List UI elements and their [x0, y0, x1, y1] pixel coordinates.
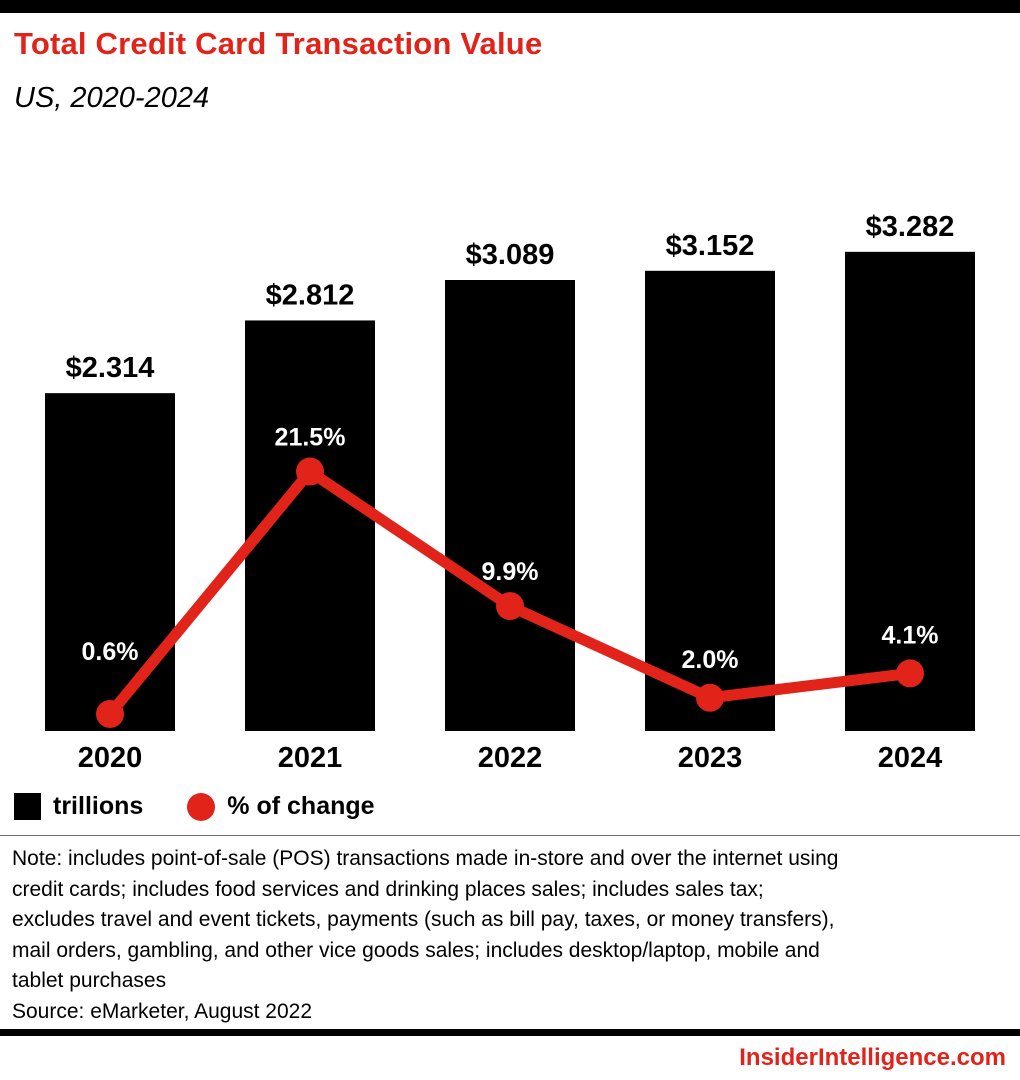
- line-point-label: 21.5%: [275, 424, 346, 452]
- line-point: [896, 659, 924, 688]
- page-title: Total Credit Card Transaction Value: [14, 26, 543, 61]
- x-axis-label: 2024: [878, 742, 943, 774]
- note-text: Note: includes point-of-sale (POS) trans…: [12, 844, 1012, 997]
- bar: [845, 251, 975, 731]
- x-axis-label: 2023: [678, 742, 743, 774]
- bar-line-chart: $2.314 2020 $2.812 2021 $3.089 2022 $3.152 2023…: [0, 178, 1020, 778]
- bar-value-label: $3.282: [866, 211, 955, 243]
- divider-thin: [0, 835, 1020, 836]
- line-point: [496, 592, 524, 621]
- note-line: excludes travel and event tickets, payme…: [12, 908, 835, 931]
- bar: [45, 393, 175, 731]
- bar: [645, 270, 775, 731]
- x-axis-label: 2022: [478, 742, 543, 774]
- legend: trillions % of change: [14, 792, 375, 821]
- top-black-bar: [0, 0, 1020, 13]
- branding-text: InsiderIntelligence.com: [739, 1044, 1006, 1071]
- bar: [445, 280, 575, 731]
- bar-value-label: $2.812: [266, 279, 355, 311]
- bar-swatch-icon: [14, 793, 41, 820]
- source-text: Source: eMarketer, August 2022: [12, 1000, 313, 1023]
- line-point-label: 4.1%: [882, 621, 939, 649]
- line-point-label: 0.6%: [82, 638, 139, 666]
- bar-value-label: $3.152: [666, 230, 755, 262]
- legend-bar-label: trillions: [53, 792, 144, 820]
- chart-canvas: $2.314 2020 $2.812 2021 $3.089 2022 $3.152 2023…: [45, 211, 975, 774]
- note-line: Note: includes point-of-sale (POS) trans…: [12, 847, 839, 870]
- x-axis-label: 2021: [278, 742, 343, 774]
- note-line: mail orders, gambling, and other vice go…: [12, 938, 820, 962]
- bar-value-label: $3.089: [466, 239, 555, 271]
- x-axis-label: 2020: [78, 742, 143, 774]
- legend-line-label: % of change: [227, 792, 375, 820]
- line-dot-icon: [187, 792, 216, 821]
- divider-thick: [0, 1029, 1020, 1036]
- line-point: [296, 457, 324, 486]
- page-subtitle: US, 2020-2024: [14, 82, 210, 114]
- line-point-label: 9.9%: [482, 558, 539, 586]
- line-point: [696, 683, 724, 712]
- line-point-label: 2.0%: [682, 646, 739, 674]
- note-line: tablet purchases: [12, 969, 167, 992]
- bar-value-label: $2.314: [66, 352, 155, 384]
- note-line: credit cards; includes food services and…: [12, 877, 764, 901]
- line-point: [96, 700, 124, 728]
